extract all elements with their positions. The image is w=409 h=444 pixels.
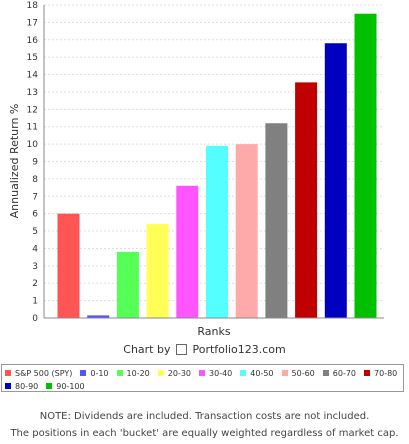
y-tick-label: 12 [27, 105, 38, 115]
bar-50-60 [235, 144, 258, 318]
portfolio123-logo-icon [175, 344, 187, 355]
legend-item: 10-20 [116, 367, 150, 379]
legend-item: 60-70 [322, 367, 357, 379]
y-tick-label: 0 [32, 314, 38, 324]
y-tick-label: 1 [32, 297, 38, 307]
legend-swatch [157, 370, 164, 376]
legend-label: 80-90 [15, 381, 39, 391]
y-tick-label: 11 [27, 123, 38, 133]
y-tick-label: 2 [32, 279, 38, 289]
note-dividends: NOTE: Dividends are included. Transactio… [39, 411, 370, 422]
legend-row: 80-90 90-100 [5, 380, 93, 392]
legend-swatch [116, 370, 123, 376]
bar-20-30 [146, 224, 169, 318]
y-tick-label: 7 [32, 192, 38, 202]
legend-item: 70-80 [364, 367, 397, 379]
legend-label: 50-60 [291, 368, 315, 378]
legend-label: S&P 500 (SPY) [15, 368, 73, 378]
y-tick-label: 6 [32, 210, 38, 220]
y-tick-label: 3 [32, 262, 38, 272]
legend-label: 20-30 [167, 368, 192, 378]
legend-swatch [322, 370, 329, 376]
x-axis-title: Ranks [197, 325, 230, 338]
y-tick-label: 13 [27, 88, 38, 98]
legend-swatch [46, 383, 53, 389]
legend-swatch [364, 370, 371, 376]
legend-label: 90-100 [56, 381, 85, 391]
bar-90-100 [354, 13, 377, 318]
legend-swatch [240, 370, 247, 376]
legend-item: 50-60 [281, 367, 315, 379]
bars [57, 13, 377, 318]
legend-item: 80-90 [5, 380, 38, 392]
legend-item: 0-10 [80, 367, 109, 379]
legend-item: 30-40 [199, 367, 232, 379]
bar-60-70 [265, 123, 288, 318]
bar-s-p-500-spy [57, 213, 80, 318]
legend-label: 0-10 [90, 368, 109, 378]
legend-item: 40-50 [240, 367, 274, 379]
legend-label: 40-50 [250, 368, 274, 378]
legend-item: 20-30 [157, 367, 192, 379]
y-tick-label: 15 [27, 53, 38, 63]
bar-80-90 [324, 43, 347, 318]
legend-swatch [199, 370, 206, 376]
y-axis-title: Annualized Return % [8, 104, 21, 219]
legend-swatch [80, 370, 87, 376]
y-tick-label: 5 [32, 227, 38, 237]
legend-label: 60-70 [332, 368, 357, 378]
y-tick-label: 10 [27, 140, 39, 150]
y-tick-label: 14 [27, 71, 39, 81]
legend-swatch [5, 370, 11, 376]
legend-swatch [281, 370, 288, 376]
legend-swatch [5, 383, 11, 389]
legend-item: S&P 500 (SPY) [5, 367, 72, 379]
bar-0-10 [87, 315, 110, 318]
legend-label: 30-40 [209, 368, 233, 378]
y-tick-label: 8 [32, 175, 38, 185]
bar-10-20 [116, 251, 139, 318]
chart-legend: S&P 500 (SPY) 0-10 10-20 20-30 30-40 40-50 50-… [1, 364, 404, 392]
credit-brand: Portfolio123.com [192, 343, 286, 356]
y-tick-label: 18 [27, 1, 39, 11]
chart-credit: Chart by Portfolio123.com [0, 343, 409, 356]
y-tick-label: 4 [32, 244, 38, 254]
credit-prefix: Chart by [123, 343, 171, 356]
note-weighting: The positions in each 'bucket' are equal… [10, 428, 399, 439]
bar-30-40 [176, 185, 199, 318]
bar-40-50 [206, 145, 228, 318]
legend-label: 70-80 [374, 368, 398, 378]
y-tick-label: 16 [27, 36, 39, 46]
legend-row: S&P 500 (SPY) 0-10 10-20 20-30 30-40 40-50 50-… [5, 367, 405, 379]
bar-70-80 [295, 82, 318, 318]
legend-label: 10-20 [126, 368, 150, 378]
y-tick-label: 17 [27, 18, 38, 28]
legend-item: 90-100 [46, 380, 85, 392]
y-tick-label: 9 [32, 158, 38, 168]
